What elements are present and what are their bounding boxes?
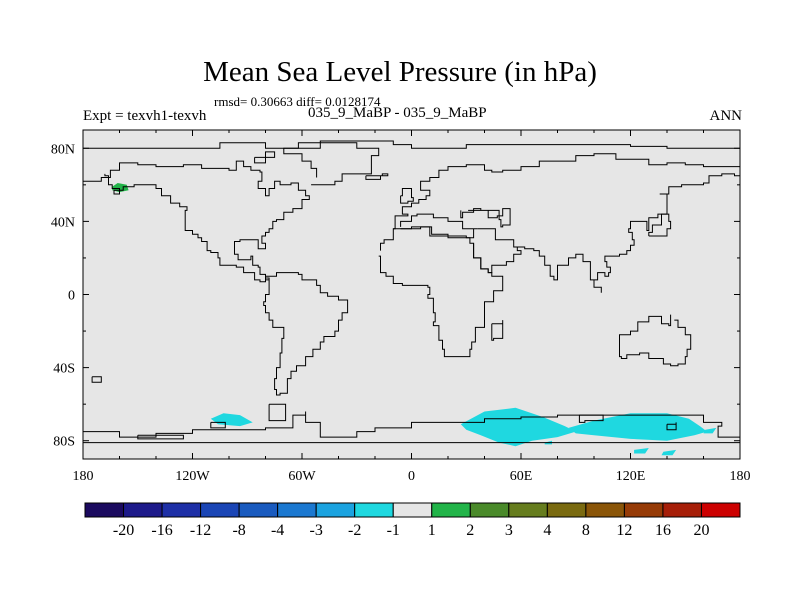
island-outline bbox=[666, 422, 677, 431]
colorbar-swatch bbox=[508, 502, 548, 518]
colorbar-swatch bbox=[200, 502, 240, 518]
comparison-label: 035_9_MaBP - 035_9_MaBP bbox=[308, 105, 487, 121]
x-tick-label: 60W bbox=[288, 469, 316, 484]
colorbar-swatch bbox=[623, 502, 664, 518]
colorbar-swatch bbox=[84, 502, 125, 518]
coastline-segment bbox=[400, 213, 478, 239]
island-outline bbox=[491, 320, 504, 341]
coastline-segment bbox=[283, 142, 380, 186]
colorbar-label: 1 bbox=[428, 522, 436, 539]
anomaly-southern-ocean-tail-negative bbox=[703, 427, 717, 434]
island-outline bbox=[648, 213, 672, 237]
colorbar-label: -8 bbox=[232, 522, 245, 539]
y-tick-label: 40N bbox=[51, 215, 75, 230]
coastline-segment bbox=[83, 160, 310, 283]
island-outline bbox=[91, 376, 102, 383]
colorbar-swatch bbox=[546, 502, 587, 518]
colorbar-swatch bbox=[123, 502, 163, 518]
season-label: ANN bbox=[709, 108, 743, 124]
colorbar-label: -4 bbox=[271, 522, 284, 539]
chart-title: Mean Sea Level Pressure (in hPa) bbox=[203, 56, 597, 88]
colorbar-label: 20 bbox=[693, 522, 709, 539]
colorbar-label: 12 bbox=[616, 522, 632, 539]
x-tick-label: 180 bbox=[73, 469, 94, 484]
anomaly-east-ross-negative bbox=[661, 449, 677, 456]
coastline-segment bbox=[513, 173, 740, 293]
axis-ticks: 180 120W 60W 0 60E 120E 180 80N 40N 0 40S 80S bbox=[51, 130, 751, 484]
colorbar-label: -1 bbox=[387, 522, 400, 539]
colorbar-label: -2 bbox=[348, 522, 361, 539]
colorbar-swatch bbox=[585, 502, 625, 518]
coastline-segment bbox=[619, 314, 692, 367]
coastline-segment bbox=[263, 272, 349, 396]
island-outline bbox=[268, 403, 287, 422]
island-outline bbox=[210, 421, 226, 429]
y-tick-label: 40S bbox=[53, 362, 75, 377]
coastline-segment bbox=[83, 411, 740, 441]
colorbar-swatch bbox=[161, 502, 202, 518]
colorbar-swatch bbox=[662, 502, 702, 518]
stats-label: rmsd= 0.30663 diff= 0.0128174 bbox=[214, 94, 381, 109]
y-tick-label: 0 bbox=[68, 289, 75, 304]
coastline-layer bbox=[83, 140, 740, 444]
x-tick-label: 180 bbox=[730, 469, 751, 484]
island-outline bbox=[578, 414, 604, 423]
coastline-segment bbox=[393, 153, 740, 230]
colorbar-label: -12 bbox=[190, 522, 211, 539]
coastline-segment bbox=[83, 140, 740, 149]
colorbar-label: 2 bbox=[466, 522, 474, 539]
anomaly-indian-ocean-negative bbox=[460, 407, 576, 447]
colorbar-label: -16 bbox=[151, 522, 172, 539]
x-tick-label: 120E bbox=[616, 469, 646, 484]
island-outline bbox=[254, 151, 276, 164]
colorbar-swatch bbox=[238, 502, 279, 518]
colorbar-swatch bbox=[315, 502, 356, 518]
colorbar-label: 8 bbox=[582, 522, 590, 539]
island-outline bbox=[400, 188, 414, 204]
coastline-segment bbox=[378, 226, 504, 358]
colorbar-label: -20 bbox=[113, 522, 134, 539]
experiment-label: Expt = texvh1-texvh bbox=[83, 108, 207, 124]
colorbar: -20 -16 -12 -8 -4 -3 -2 -1 1 2 3 4 8 12 16 20 bbox=[84, 502, 741, 539]
island-outline bbox=[137, 434, 184, 440]
colorbar-swatch bbox=[392, 502, 433, 518]
x-tick-label: 0 bbox=[408, 469, 415, 484]
anomaly-ross-sea-negative bbox=[634, 448, 649, 454]
colorbar-label: 16 bbox=[655, 522, 671, 539]
y-tick-label: 80N bbox=[51, 142, 75, 157]
colorbar-swatch bbox=[354, 502, 394, 518]
coastline-segment bbox=[473, 228, 522, 274]
colorbar-swatch bbox=[700, 502, 741, 518]
colorbar-swatch bbox=[431, 502, 471, 518]
island-outline bbox=[365, 173, 389, 180]
y-tick-label: 80S bbox=[53, 435, 75, 450]
x-tick-label: 120W bbox=[175, 469, 210, 484]
colorbar-label: 3 bbox=[505, 522, 513, 539]
x-tick-label: 60E bbox=[510, 469, 533, 484]
map-background bbox=[83, 130, 740, 459]
colorbar-swatch bbox=[469, 502, 510, 518]
colorbar-label: 4 bbox=[543, 522, 551, 539]
colorbar-swatch bbox=[277, 502, 317, 518]
coastline-segment bbox=[460, 208, 511, 228]
colorbar-label: -3 bbox=[310, 522, 323, 539]
